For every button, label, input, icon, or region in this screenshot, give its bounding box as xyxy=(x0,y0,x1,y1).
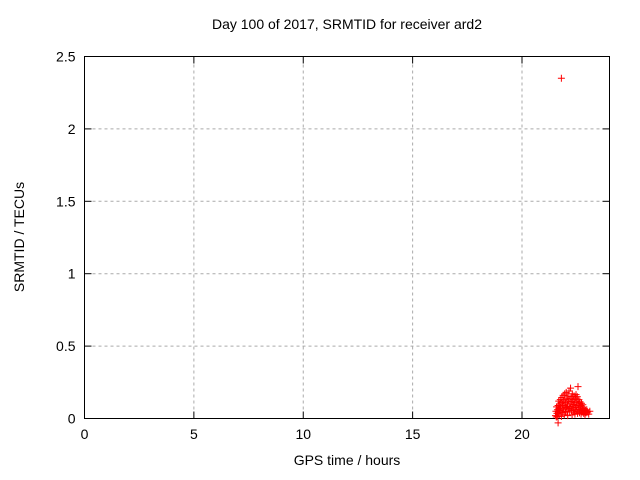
x-tick-label: 0 xyxy=(81,426,89,442)
data-point xyxy=(564,412,572,420)
x-tick-label: 10 xyxy=(295,426,311,442)
y-tick-label: 0.5 xyxy=(56,338,76,354)
data-point xyxy=(576,398,584,406)
data-point xyxy=(567,384,575,392)
data-point xyxy=(560,411,568,419)
x-tick-label: 15 xyxy=(405,426,421,442)
data-point xyxy=(554,419,562,427)
data-point xyxy=(585,410,593,418)
data-point xyxy=(568,411,576,419)
data-point xyxy=(574,383,582,391)
data-point xyxy=(557,412,565,420)
y-tick-label: 0 xyxy=(68,411,76,427)
chart-title: Day 100 of 2017, SRMTID for receiver ard… xyxy=(211,16,482,32)
y-tick-label: 2.5 xyxy=(56,49,76,65)
data-point xyxy=(562,388,570,396)
data-point xyxy=(578,399,585,407)
y-tick-label: 2 xyxy=(68,121,76,137)
data-point xyxy=(564,405,572,413)
plot-frame xyxy=(84,56,610,419)
x-tick-label: 5 xyxy=(190,426,198,442)
x-axis-label: GPS time / hours xyxy=(293,452,401,468)
data-point xyxy=(562,399,570,407)
data-point xyxy=(557,74,565,82)
y-tick-label: 1 xyxy=(68,266,76,282)
data-point xyxy=(567,393,575,401)
y-tick-label: 1.5 xyxy=(56,193,76,209)
data-point xyxy=(565,387,573,395)
data-point xyxy=(573,393,581,401)
data-point xyxy=(586,407,594,415)
x-tick-label: 20 xyxy=(514,426,530,442)
